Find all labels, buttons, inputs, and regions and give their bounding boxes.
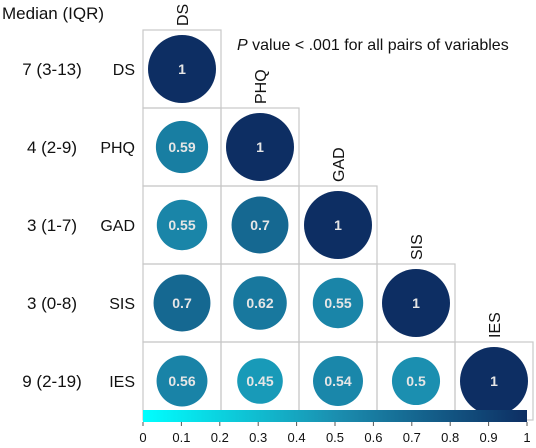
p-value-annotation: P value < .001 for all pairs of variable…: [237, 37, 509, 54]
colorbar-tick-label: 0.5: [326, 430, 344, 445]
circle-phq-ds: [155, 120, 209, 174]
correlation-grid: [142, 29, 534, 421]
column-label-gad: GAD: [331, 147, 348, 182]
colorbar-tick-label: 0.8: [441, 430, 459, 445]
circle-ies-phq: [237, 358, 283, 404]
colorbar-tick-label: 0.2: [211, 430, 229, 445]
p-value-italic-p: P: [237, 37, 248, 54]
circle-gad-phq: [231, 196, 289, 254]
colorbar-tick-label: 0.7: [403, 430, 421, 445]
value-label-ies-sis: 0.5: [406, 373, 426, 389]
row-label-sis: SIS: [109, 296, 135, 313]
median-iqr-phq: 4 (2-9): [27, 138, 77, 157]
value-label-sis-gad: 0.55: [324, 295, 351, 311]
circle-ies-sis: [391, 356, 441, 406]
colorbar-ticks: 0 0.1 0.2 0.3 0.4 0.5 0.6 0.7 0.8 0.9 1: [139, 422, 531, 445]
colorbar-tick-label: 0.4: [288, 430, 306, 445]
value-label-ies-phq: 0.45: [246, 373, 273, 389]
value-label-ies-gad: 0.54: [324, 373, 351, 389]
value-label-sis-ds: 0.7: [172, 295, 192, 311]
colorbar: 0 0.1 0.2 0.3 0.4 0.5 0.6 0.7 0.8 0.9 1: [139, 410, 531, 445]
column-label-ies: IES: [487, 312, 504, 338]
value-label-gad-gad: 1: [334, 217, 342, 233]
axis-labels: DS 7 (3-13) DS PHQ 4 (2-9) PHQ GAD 3 (1-7) GAD SI…: [22, 4, 504, 391]
median-iqr-ds: 7 (3-13): [22, 60, 82, 79]
colorbar-tick-label: 1: [523, 430, 530, 445]
colorbar-tick-label: 0.6: [364, 430, 382, 445]
circle-sis-sis: [382, 269, 450, 337]
value-label-ies-ies: 1: [490, 373, 498, 389]
circle-sis-ds: [153, 274, 211, 332]
value-label-phq-phq: 1: [256, 139, 264, 155]
p-value-rest: value < .001 for all pairs of variables: [248, 37, 509, 54]
median-iqr-ies: 9 (2-19): [22, 372, 82, 391]
correlation-circles: 1 0.59 1 0.55 0.7 1 0.7 0.62 0.55 1 0.56 0.45 0.54 0.…: [148, 35, 528, 415]
circle-gad-ds: [156, 199, 208, 251]
value-label-sis-phq: 0.62: [246, 295, 273, 311]
value-label-ies-ds: 0.56: [168, 373, 195, 389]
circle-phq-phq: [226, 113, 294, 181]
circle-sis-gad: [312, 277, 364, 329]
value-label-ds-ds: 1: [178, 61, 186, 77]
median-iqr-header: Median (IQR): [2, 4, 104, 23]
colorbar-tick-label: 0.3: [249, 430, 267, 445]
colorbar-gradient: [143, 410, 527, 422]
median-iqr-sis: 3 (0-8): [27, 294, 77, 313]
value-label-phq-ds: 0.59: [168, 139, 195, 155]
colorbar-tick-label: 0: [139, 430, 146, 445]
circle-gad-gad: [304, 191, 372, 259]
column-label-phq: PHQ: [253, 69, 270, 104]
circle-sis-phq: [233, 276, 287, 330]
column-label-sis: SIS: [409, 234, 426, 260]
colorbar-tick-label: 0.1: [172, 430, 190, 445]
median-iqr-gad: 3 (1-7): [27, 216, 77, 235]
circle-ies-ds: [156, 355, 208, 407]
value-label-sis-sis: 1: [412, 295, 420, 311]
row-label-phq: PHQ: [100, 140, 135, 157]
row-label-ds: DS: [113, 62, 135, 79]
row-label-gad: GAD: [100, 218, 135, 235]
value-label-gad-ds: 0.55: [168, 217, 195, 233]
column-label-ds: DS: [175, 4, 192, 26]
row-label-ies: IES: [109, 374, 135, 391]
colorbar-tick-label: 0.9: [480, 430, 498, 445]
circle-ies-gad: [313, 356, 363, 406]
circle-ies-ies: [460, 347, 528, 415]
value-label-gad-phq: 0.7: [250, 217, 270, 233]
circle-ds-ds: [148, 35, 216, 103]
